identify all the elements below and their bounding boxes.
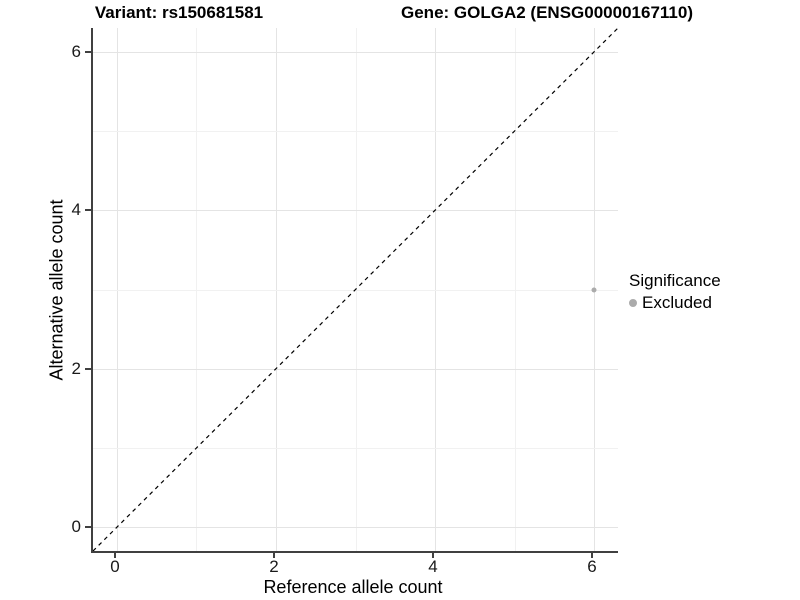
gridline-y5 [93, 131, 618, 132]
gridline-y6 [93, 51, 618, 53]
x-tick-label-0: 0 [110, 557, 120, 576]
y-tick-mark-4 [85, 209, 91, 211]
plot-panel [91, 28, 618, 553]
y-tick-label-2: 2 [71, 359, 81, 378]
legend-title: Significance [629, 271, 721, 290]
identity-line [93, 28, 618, 551]
legend-key-dot-icon [629, 299, 637, 307]
legend-item-excluded: Excluded [629, 294, 721, 312]
y-tick-label-0: 0 [71, 517, 81, 536]
legend-item-label: Excluded [642, 293, 712, 312]
x-tick-label-2: 2 [269, 557, 279, 576]
variant-title: Variant: rs150681581 [94, 3, 264, 22]
y-tick-mark-2 [85, 368, 91, 370]
y-tick-mark-6 [85, 51, 91, 53]
y-axis-title: Alternative allele count [46, 199, 67, 381]
y-tick-label-4: 4 [71, 200, 81, 219]
gridline-y1 [93, 447, 618, 449]
x-tick-mark-4 [432, 553, 434, 558]
data-point-excluded [591, 287, 597, 292]
x-axis-title: Reference allele count [263, 577, 443, 597]
x-tick-label-6: 6 [587, 557, 597, 576]
legend: Significance Excluded [629, 271, 721, 312]
y-tick-mark-0 [85, 526, 91, 528]
x-tick-mark-0 [114, 553, 116, 558]
gridline-y0 [93, 527, 618, 529]
y-tick-label-6: 6 [71, 42, 81, 61]
x-tick-mark-6 [591, 553, 593, 558]
gridline-y4 [93, 210, 618, 212]
x-tick-mark-2 [273, 553, 275, 558]
gene-title: Gene: GOLGA2 (ENSG00000167110) [401, 3, 693, 22]
gridline-y2 [93, 368, 618, 370]
x-tick-label-4: 4 [428, 557, 438, 576]
